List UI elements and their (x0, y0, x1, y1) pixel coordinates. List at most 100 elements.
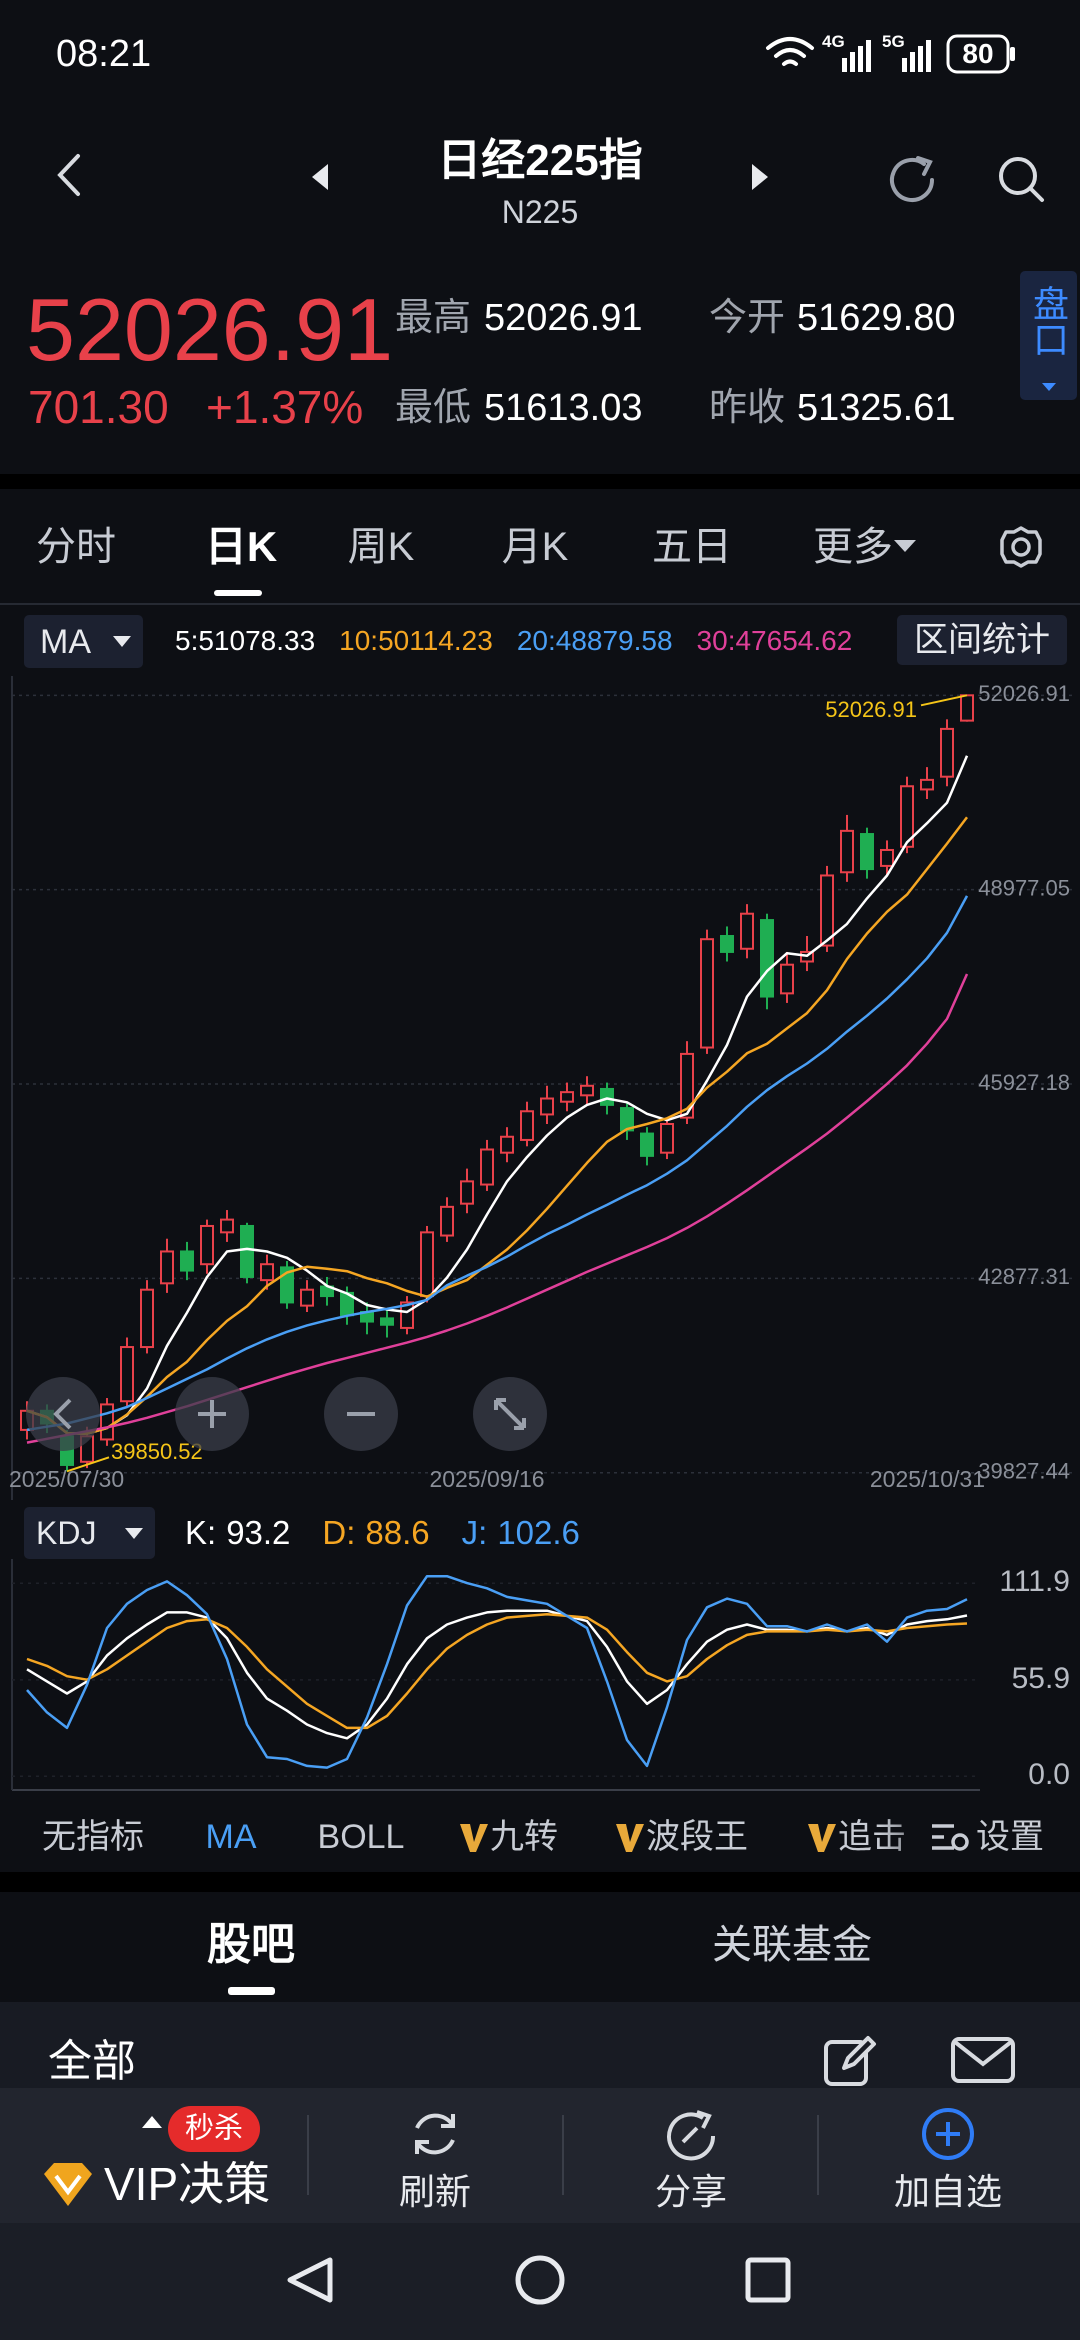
candle-body (260, 1263, 274, 1282)
indicator-tab[interactable]: BOLL (317, 1818, 405, 1856)
indicator-tab-active[interactable]: MA (205, 1818, 257, 1856)
refresh-button[interactable] (884, 150, 940, 206)
period-tab[interactable]: 分时 (36, 525, 116, 569)
y-tick-label: 42877.31 (978, 1264, 1070, 1289)
max-leader (920, 694, 968, 707)
period-tab[interactable]: 更多 (813, 525, 893, 569)
add-watchlist-button[interactable]: 加自选 (893, 2171, 1003, 2212)
nav-back[interactable] (287, 2257, 333, 2303)
community-tab-active[interactable]: 股吧 (207, 1920, 295, 1969)
candle-body (700, 938, 714, 1049)
legend-item: 20:48879.58 (517, 623, 673, 659)
tab-underline (214, 590, 262, 596)
stat-value: 51325.61 (797, 387, 956, 429)
stat-value: 51613.03 (484, 387, 643, 429)
zoom-controls (26, 1377, 547, 1451)
indicator-select[interactable]: MA (24, 615, 143, 668)
divider (0, 474, 1080, 489)
candle-body (440, 1205, 454, 1237)
candle-body (500, 1135, 514, 1154)
share-button[interactable]: 分享 (654, 2171, 728, 2212)
indicator-tab[interactable]: 波段王 (646, 1818, 748, 1856)
ma-legend: 5:51078.33 10:50114.23 20:48879.58 30:47654… (175, 623, 852, 659)
candle-body (120, 1346, 134, 1403)
period-tab-active[interactable]: 日K (204, 523, 278, 570)
zoom-out-button[interactable] (324, 1377, 398, 1451)
candle-body (880, 848, 894, 867)
messages-button[interactable] (950, 2036, 1016, 2086)
legend-item: 10:50114.23 (339, 623, 493, 659)
period-tab[interactable]: 五日 (652, 525, 732, 569)
legend-value: 51078.33 (198, 625, 316, 656)
candle-body (380, 1317, 394, 1326)
settings-button[interactable]: 设置 (976, 1818, 1044, 1856)
candle-body (180, 1250, 194, 1272)
refresh-button[interactable]: 刷新 (398, 2171, 472, 2212)
legend-value: 102.6 (497, 1514, 580, 1551)
y-tick-label: 45927.18 (978, 1070, 1070, 1095)
min-label: 39850.52 (111, 1439, 203, 1464)
community-tab[interactable]: 关联基金 (712, 1923, 872, 1967)
filter-label[interactable]: 全部 (48, 2037, 136, 2086)
period-tab[interactable]: 月K (501, 525, 569, 569)
candle-body (240, 1224, 254, 1278)
fullscreen-button[interactable] (473, 1377, 547, 1451)
system-nav (287, 2255, 791, 2305)
nav-home[interactable] (515, 2255, 565, 2305)
y-tick-label: 39827.44 (978, 1459, 1070, 1484)
dropdown-arrow (894, 540, 916, 552)
settings-icon (932, 1824, 969, 1851)
next-index-button[interactable] (748, 162, 772, 192)
legend-value: 48879.58 (555, 625, 673, 656)
candle-body (660, 1123, 674, 1154)
stat-label: 最高 (395, 297, 472, 339)
indicator-select[interactable]: KDJ (24, 1507, 155, 1559)
nav-recents[interactable] (745, 2257, 791, 2303)
candle-body (200, 1224, 214, 1266)
nav-bar-bg (0, 2223, 1080, 2340)
y-tick-label: 0.0 (1028, 1758, 1070, 1791)
legend-name: D: (322, 1514, 356, 1551)
indicator-line (26, 816, 968, 1435)
period-tab[interactable]: 周K (347, 525, 415, 569)
zoom-in-button[interactable] (175, 1377, 249, 1451)
candle-body (160, 1250, 174, 1285)
index-code: N225 (501, 194, 579, 230)
legend-item: K: 93.2 (185, 1514, 290, 1552)
indicator-tab[interactable]: 无指标 (42, 1818, 144, 1856)
index-title: 日经225指 (437, 136, 643, 185)
dropdown-arrow (1042, 383, 1056, 391)
refresh-icon (415, 2113, 455, 2155)
candle-body (920, 778, 934, 791)
flash-sale-badge: 秒杀 (168, 2106, 260, 2152)
stat-label: 最低 (395, 387, 472, 429)
scroll-left-button[interactable] (26, 1377, 100, 1451)
back-button[interactable] (50, 150, 90, 200)
indicator-tab[interactable]: 九转 (490, 1818, 558, 1856)
indicator-line (26, 755, 969, 1435)
depth-button[interactable]: 盘口 (1020, 271, 1077, 400)
candle-body (760, 919, 774, 998)
chart-settings-button[interactable] (998, 524, 1044, 570)
post-button[interactable] (822, 2034, 878, 2090)
candle-body (280, 1266, 294, 1304)
status-icons (766, 34, 1015, 74)
prev-index-button[interactable] (308, 162, 332, 192)
y-tick-label: 52026.91 (978, 681, 1070, 706)
vip-v-icon (616, 1824, 644, 1852)
network-label: 5G (882, 32, 905, 51)
search-button[interactable] (994, 152, 1048, 206)
indicator-name: MA (40, 623, 91, 661)
legend-value: 47654.62 (735, 625, 853, 656)
candle-body (840, 829, 854, 874)
range-stats-button[interactable]: 区间统计 (897, 615, 1067, 665)
price-change-pct: +1.37% (206, 381, 364, 433)
candle-body (740, 912, 754, 950)
stat-label: 昨收 (709, 387, 786, 429)
candle-body (560, 1091, 574, 1103)
price-change: 701.30 (28, 381, 169, 433)
vip-button[interactable]: VIP决策 (104, 2158, 271, 2210)
candle-body (640, 1132, 654, 1157)
